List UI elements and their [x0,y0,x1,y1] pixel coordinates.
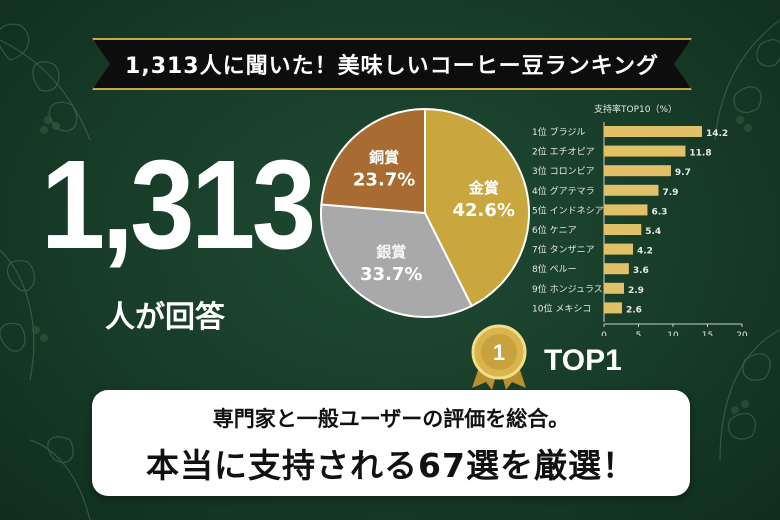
respondent-label: 人が回答 [105,300,225,335]
support-rate-bar-chart: 支持率TOP10（%） 1位 ブラジル 14.2 2位 エチオピア 11.8 3位 コロン… [532,103,748,336]
x-tick-label: 15 [702,331,713,336]
bar [604,184,659,196]
bar-value-label: 14.2 [706,129,728,139]
bar [604,243,633,255]
bar-value-label: 4.2 [637,247,653,257]
bar-value-label: 11.8 [689,149,711,159]
bar-category-label: 1位 ブラジル [532,126,585,138]
bar-value-label: 6.3 [651,207,667,217]
bar-category-label: 10位 メキシコ [532,302,591,314]
bar-chart-title: 支持率TOP10（%） [594,103,677,115]
message-line-2: 本当に支持される67選を厳選！ [146,446,636,485]
bar [604,282,625,294]
medal-number: 1 [493,340,505,365]
bar-category-label: 4位 グアテマラ [532,185,595,197]
bar-category-label: 7位 タンザニア [532,244,595,256]
bar [604,302,622,314]
bar-value-label: 2.9 [628,286,644,296]
bar-category-label: 6位 ケニア [532,224,577,236]
message-box: 専門家と一般ユーザーの評価を総合。 本当に支持される67選を厳選！ [92,390,690,496]
x-tick-label: 20 [736,331,748,336]
bar [604,224,642,235]
bar-category-label: 3位 コロンビア [532,165,595,177]
bar-value-label: 5.4 [645,227,661,237]
bar [604,145,686,157]
pie-slice-percent: 33.7% [360,264,422,285]
top1-label: TOP1 [544,344,622,377]
pie-slice [424,107,530,308]
award-pie-chart: 金賞 42.6% 銀賞 33.7% 銅賞 23.7% [320,107,530,318]
respondent-count: 1,313 [40,134,316,275]
pie-slice [320,203,473,318]
gold-medal-icon: 1 [471,324,527,390]
x-tick-label: 5 [636,331,642,336]
x-tick-label: 10 [667,331,679,336]
pie-slice-percent: 23.7% [353,170,415,191]
bar-value-label: 2.6 [626,305,642,315]
bar [604,165,671,177]
pie-slice-name: 金賞 [468,179,499,197]
bar-category-label: 8位 ペルー [532,263,577,275]
bar-category-label: 2位 エチオピア [532,146,595,158]
pie-slice-percent: 42.6% [452,200,514,221]
bar-value-label: 9.7 [675,168,691,178]
x-tick-label: 0 [601,331,607,336]
bar-category-label: 9位 ホンジュラス [532,283,603,295]
title-banner: 1,313人に聞いた！美味しいコーヒー豆ランキング [92,38,692,90]
pie-slice-name: 銀賞 [376,243,406,261]
bar [604,263,629,275]
pie-slice-name: 銅賞 [369,149,399,167]
bar-value-label: 3.6 [633,266,649,276]
bar [604,126,702,137]
pie-slice [320,107,426,215]
bar-category-label: 5位 インドネシア [532,204,604,216]
bar [604,204,648,216]
message-line-1: 専門家と一般ユーザーの評価を総合。 [212,407,570,431]
bar-value-label: 7.9 [663,188,679,198]
banner-title: 1,313人に聞いた！美味しいコーヒー豆ランキング [125,54,659,79]
